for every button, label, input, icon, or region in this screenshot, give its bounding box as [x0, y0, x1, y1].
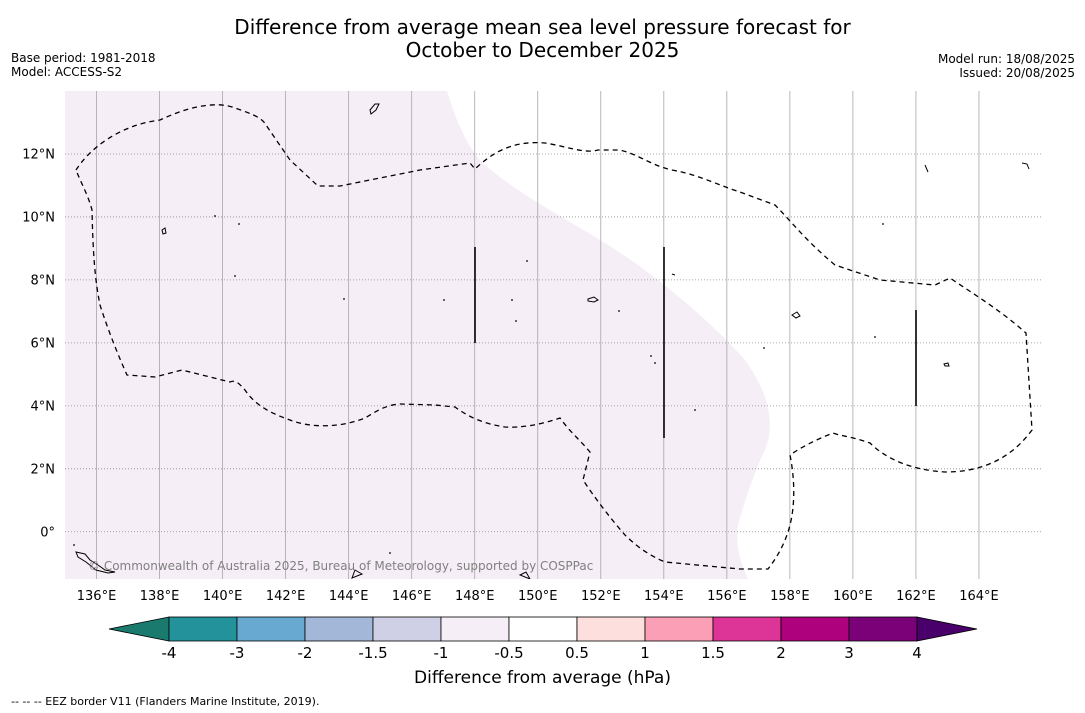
map-title: Difference from average mean sea level p…: [0, 16, 1085, 62]
lon-tick-label: 156°E: [707, 589, 747, 604]
islands: [75, 103, 1030, 579]
meta-left: Base period: 1981-2018 Model: ACCESS-S2: [11, 51, 156, 79]
colorbar-title: Difference from average (hPa): [414, 668, 671, 688]
lon-tick-label: 144°E: [329, 589, 369, 604]
eez-segments: [474, 247, 917, 438]
lat-tick-label: 8°N: [31, 273, 56, 288]
lon-tick-label: 138°E: [140, 589, 180, 604]
colorbar-swatch: [848, 616, 918, 642]
lon-tick-label: 148°E: [455, 589, 495, 604]
lon-tick-label: 140°E: [203, 589, 243, 604]
lat-tick-label: 6°N: [31, 336, 56, 351]
model-run: Model run: 18/08/2025: [937, 52, 1075, 66]
lon-tick-label: 142°E: [266, 589, 306, 604]
colorbar-extend-low: [108, 616, 170, 642]
issued-date: Issued: 20/08/2025: [959, 66, 1075, 80]
lon-tick-label: 150°E: [518, 589, 558, 604]
lat-tick-label: 2°N: [31, 462, 56, 477]
lat-tick-label: 10°N: [22, 210, 55, 225]
colorbar-tick-label: -4: [162, 644, 177, 662]
islets: [73, 215, 884, 554]
colorbar-swatch: [236, 616, 306, 642]
meta-right: Model run: 18/08/2025 Issued: 20/08/2025: [938, 52, 1075, 80]
colorbar-tick-label: -3: [230, 644, 245, 662]
colorbar-tick-label: -0.5: [494, 644, 523, 662]
colorbar-tick-label: -1: [434, 644, 449, 662]
pressure-anomaly-shading: [65, 91, 770, 579]
model-name: Model: ACCESS-S2: [11, 65, 123, 79]
colorbar-swatch: [780, 616, 850, 642]
colorbar-tick-label: 1: [640, 644, 650, 662]
colorbar-swatch: [168, 616, 238, 642]
colorbar-tick-label: -2: [298, 644, 313, 662]
colorbar-swatch: [576, 616, 646, 642]
colorbar-extend-high: [916, 616, 978, 642]
colorbar-swatch: [440, 616, 510, 642]
lon-tick-label: 152°E: [581, 589, 621, 604]
colorbar-swatch: [508, 616, 578, 642]
colorbar-swatch: [304, 616, 374, 642]
lon-tick-label: 160°E: [833, 589, 873, 604]
lat-tick-label: 12°N: [22, 147, 55, 162]
colorbar-tick-label: 0.5: [565, 644, 589, 662]
eez-legend-note: -- -- -- EEZ border V11 (Flanders Marine…: [11, 695, 320, 708]
lon-tick-label: 154°E: [644, 589, 684, 604]
axis-labels: 136°E 138°E 140°E 142°E 144°E 146°E 148°E 150°E…: [22, 147, 999, 604]
lon-tick-label: 136°E: [77, 589, 117, 604]
colorbar-tick-label: 2: [776, 644, 786, 662]
lon-tick-label: 158°E: [770, 589, 810, 604]
graticule: [65, 91, 1042, 579]
colorbar-tick-label: 1.5: [701, 644, 725, 662]
colorbar-tick-label: 3: [844, 644, 854, 662]
colorbar-tick-label: 4: [912, 644, 922, 662]
base-period: Base period: 1981-2018: [11, 51, 156, 65]
lon-tick-label: 164°E: [959, 589, 999, 604]
lon-tick-label: 162°E: [896, 589, 936, 604]
title-line-2: October to December 2025: [405, 38, 680, 62]
colorbar-swatch: [644, 616, 714, 642]
colorbar-tick-label: -1.5: [358, 644, 387, 662]
colorbar-swatch: [712, 616, 782, 642]
colorbar-swatch: [372, 616, 442, 642]
map-plot-area: © Commonwealth of Australia 2025, Bureau…: [65, 91, 1042, 579]
colorbar: -4 -3 -2 -1.5 -1 -0.5 0.5 1 1.5 2 3 4: [108, 616, 978, 662]
lat-tick-label: 4°N: [31, 399, 56, 414]
copyright-notice: © Commonwealth of Australia 2025, Bureau…: [88, 559, 593, 573]
lon-tick-label: 146°E: [392, 589, 432, 604]
lat-tick-label: 0°: [40, 525, 55, 540]
eez-border-west: [75, 104, 1033, 570]
title-line-1: Difference from average mean sea level p…: [234, 15, 851, 39]
